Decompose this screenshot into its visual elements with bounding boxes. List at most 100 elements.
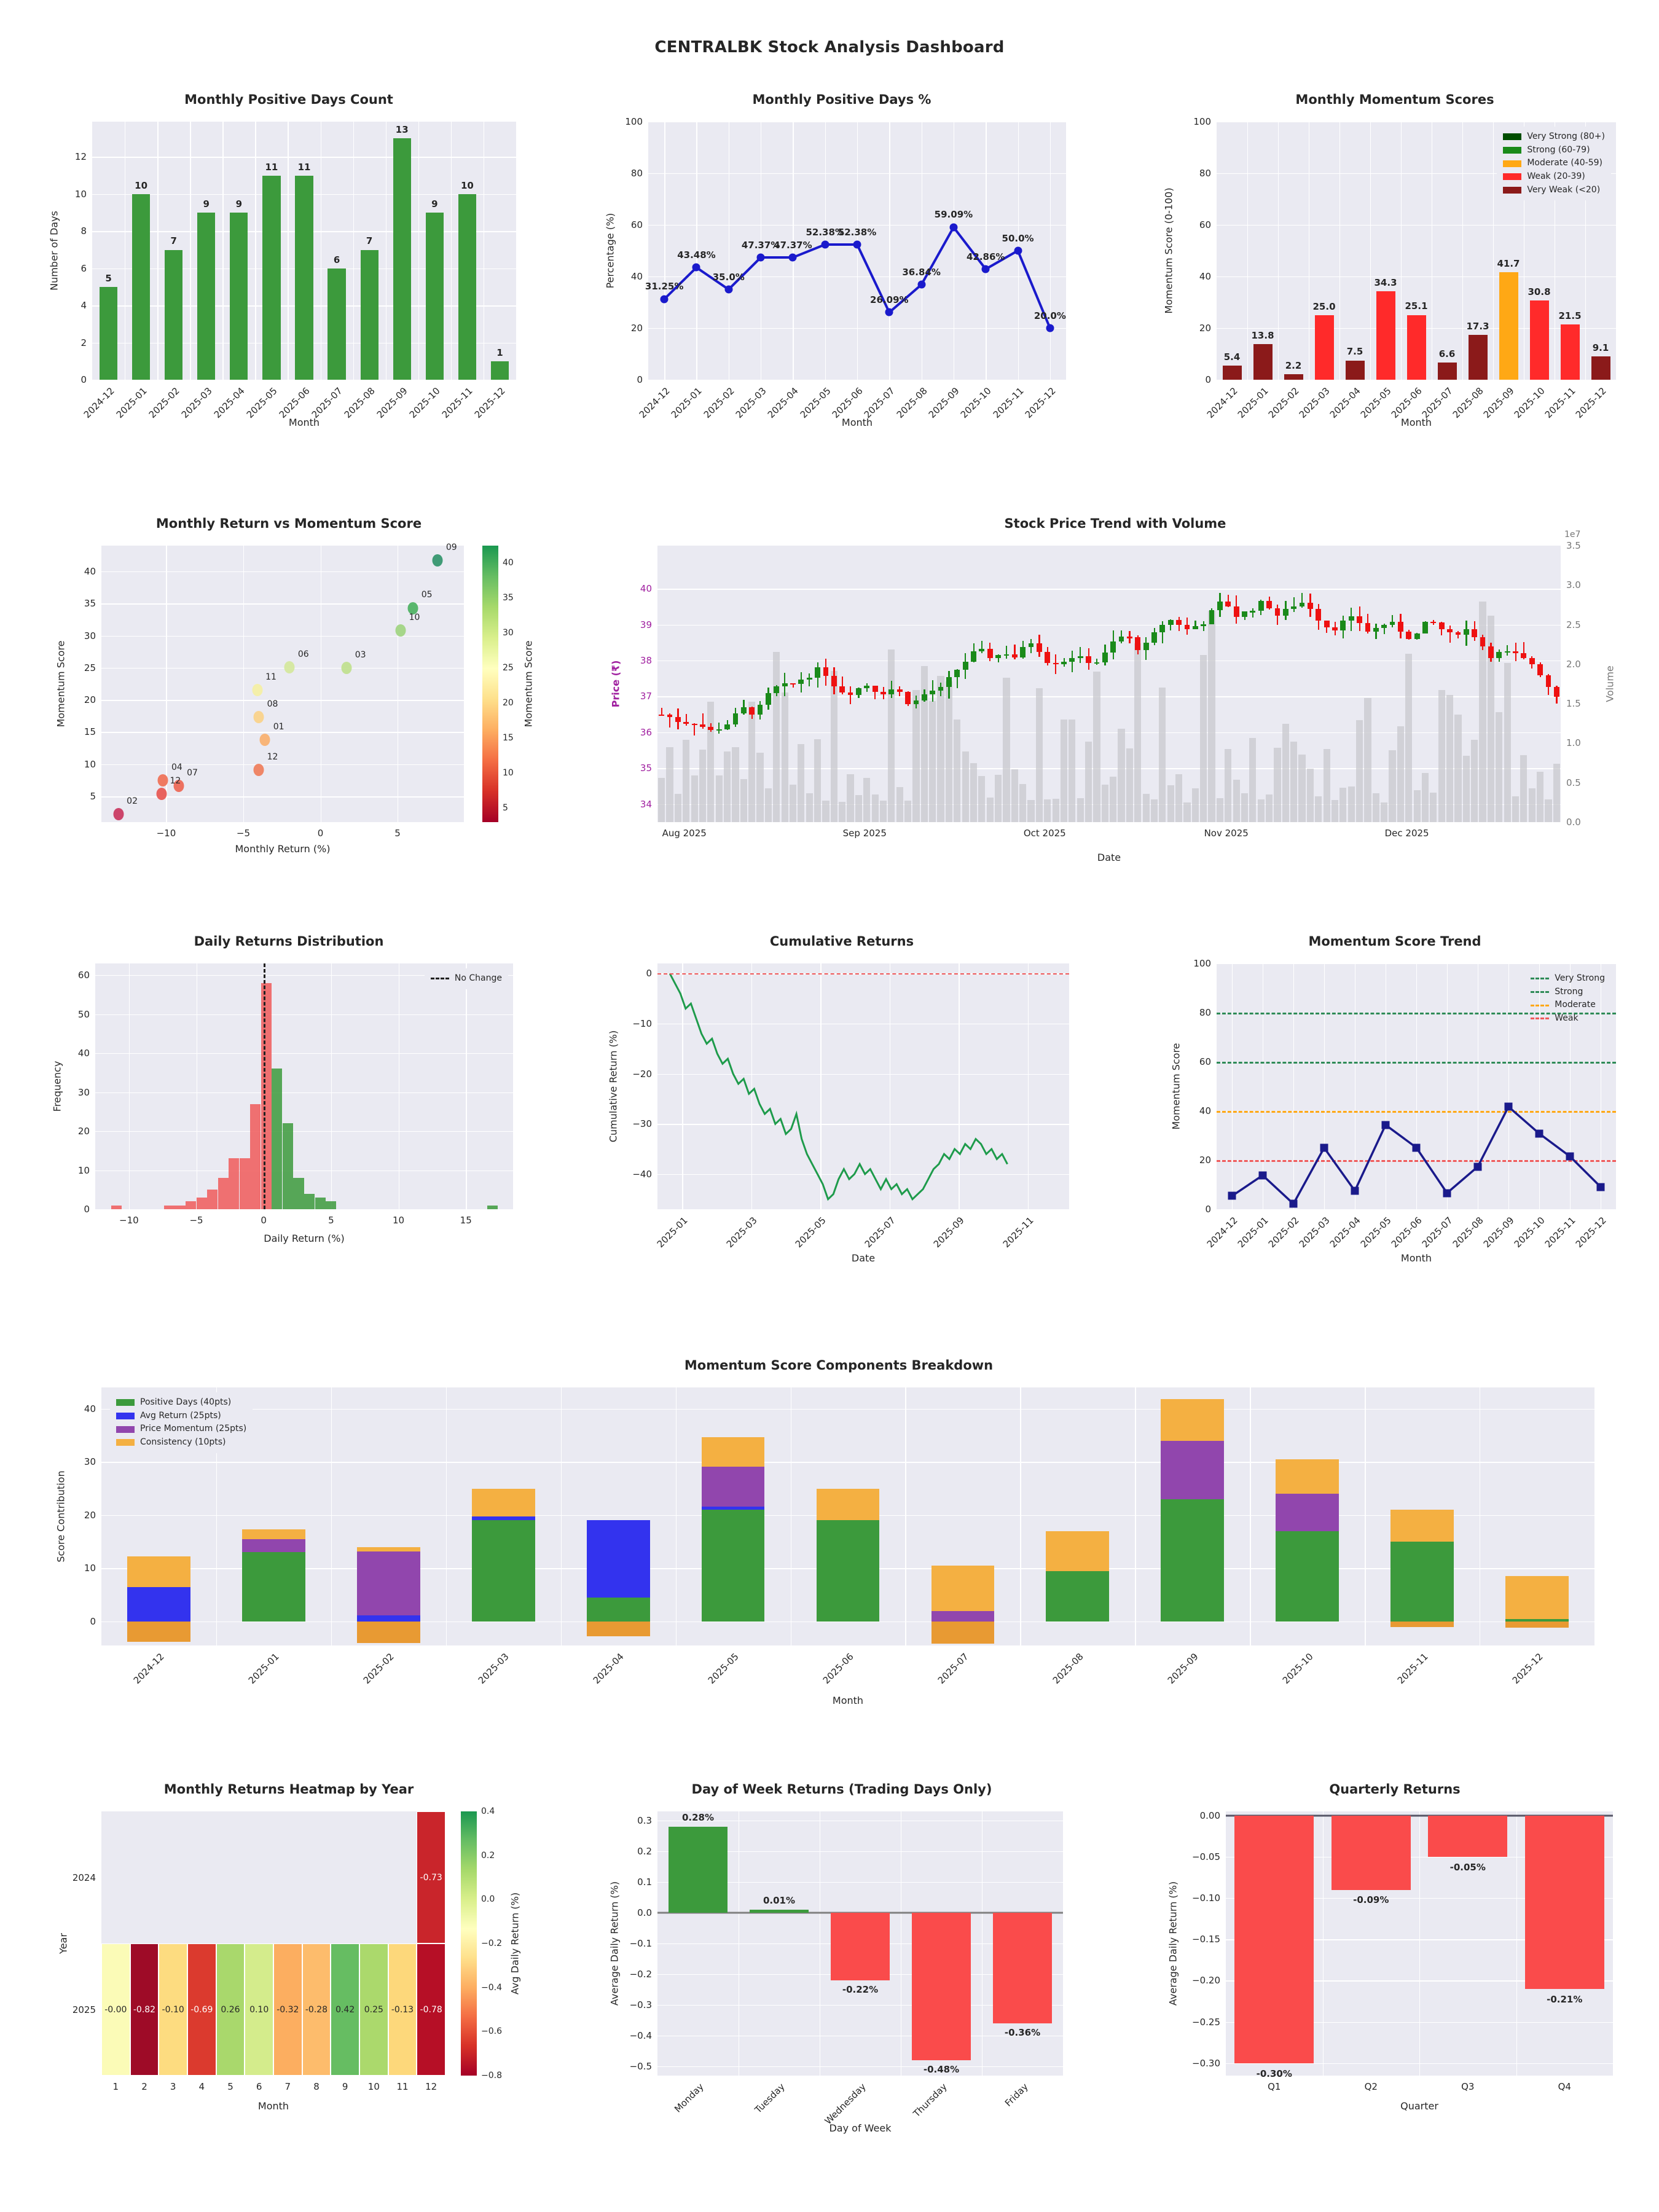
data-point <box>692 263 700 272</box>
candle-body <box>1307 603 1313 610</box>
stacked-bar-segment <box>1276 1531 1339 1622</box>
gridline-v <box>1370 122 1371 380</box>
y-axis-label: Momentum Score (0-100) <box>1163 187 1175 314</box>
data-point-label: 42.86% <box>966 251 1005 262</box>
y-axis-tick: −0.05 <box>1192 1851 1220 1862</box>
legend-item: Very Strong (80+) <box>1503 130 1605 144</box>
candle-body <box>930 691 936 694</box>
gridline-v <box>664 122 665 380</box>
scatter-point <box>253 711 264 724</box>
colorbar-tick: 35 <box>503 593 514 603</box>
chart-momentum-scores: Monthly Momentum Scores 0 20 40 60 80 100 2024-… <box>1149 92 1641 436</box>
bar-value-label: 25.0 <box>1312 300 1336 312</box>
heatmap-cell: -0.32 <box>273 1943 302 2076</box>
plot-momentum-trend: 0 20 40 60 80 100 2024-12 2025-01 2025-02 2025-03… <box>1193 958 1616 1250</box>
volume-bar <box>789 785 797 822</box>
threshold-line <box>1217 1111 1616 1113</box>
histogram-bar <box>304 1193 315 1209</box>
candle-body <box>880 692 886 695</box>
scatter-point <box>173 780 184 793</box>
zero-line <box>657 973 1069 975</box>
y-axis-tick: 38 <box>640 655 652 666</box>
candle-body <box>938 687 944 691</box>
scatter-point <box>252 684 263 697</box>
volume-bar <box>1512 796 1520 822</box>
plot-dow-returns: 0.3 0.2 0.1 0.0 −0.1 −0.2 −0.3 −0.4 −0.5 Monday Tu… <box>630 1811 1064 2127</box>
x-axis-tick: −5 <box>236 828 251 839</box>
y-axis-tick: 35 <box>640 763 652 774</box>
candle-body <box>1324 621 1330 628</box>
y-axis-tick: 0 <box>646 968 652 979</box>
gridline-v <box>675 1387 677 1645</box>
x-axis-tick: 2025-01 <box>1235 385 1271 421</box>
bar-value-label: 9 <box>431 198 438 210</box>
scatter-point <box>253 764 264 777</box>
x-axis-tick: 2025-07 <box>935 1651 971 1687</box>
gridline-v <box>418 122 420 380</box>
bar <box>1222 366 1242 380</box>
legend-label: Consistency (10pts) <box>140 1437 226 1448</box>
stacked-bar-segment <box>1161 1499 1225 1622</box>
y-axis-tick: 20 <box>84 694 96 706</box>
candle-body <box>1184 625 1190 630</box>
heatmap-cell: 0.26 <box>216 1943 245 2076</box>
stacked-bar-segment <box>1161 1399 1225 1441</box>
plot-cumulative-returns: 0 −10 −20 −30 −40 2025-01 2025-03 2025-05 2025-0… <box>632 963 1069 1250</box>
x-axis-tick: 2025-05 <box>705 1651 741 1687</box>
colorbar-tick: 25 <box>503 663 514 673</box>
stacked-bar-segment <box>701 1510 765 1622</box>
bar <box>1376 291 1395 380</box>
y-axis-tick: −0.20 <box>1192 1975 1220 1986</box>
stacked-bar-segment <box>127 1556 190 1587</box>
scatter-point-label: 05 <box>421 590 433 600</box>
volume-axis-tick: 1.0 <box>1566 737 1581 749</box>
x-axis-tick: 2025-11 <box>1000 1215 1036 1250</box>
scatter-point <box>157 774 168 786</box>
gridline-h <box>657 1073 1069 1075</box>
volume-axis-tick: 0.0 <box>1566 817 1581 828</box>
gridline-v <box>825 122 826 380</box>
x-axis-tick: 2025-12 <box>1022 385 1058 421</box>
chart-title-monthly-heatmap: Monthly Returns Heatmap by Year <box>163 1782 414 1797</box>
gridline-h <box>657 1882 1063 1883</box>
volume-bar <box>1496 712 1503 822</box>
y-axis-tick: 6 <box>80 262 87 274</box>
data-point <box>981 265 990 273</box>
gridline-v <box>751 963 753 1209</box>
x-axis-tick: 2 <box>141 2081 147 2092</box>
gridline-v <box>222 122 224 380</box>
histogram-bar <box>326 1201 337 1209</box>
bar <box>262 175 281 380</box>
stacked-bar-segment <box>931 1610 995 1622</box>
gridline-h <box>657 624 1561 626</box>
volume-bar <box>748 701 756 822</box>
x-axis-tick: 2025-03 <box>1296 1215 1332 1250</box>
bar-value-label: 5.4 <box>1223 351 1241 363</box>
data-point-label: 36.84% <box>902 266 941 278</box>
y-axis-label: Score Contribution <box>55 1470 67 1563</box>
gridline-v <box>1322 1811 1324 2076</box>
data-point-label: 43.48% <box>677 249 716 261</box>
colorbar-tick: 15 <box>503 733 514 743</box>
candle-body <box>995 654 1001 658</box>
volume-bar <box>1167 785 1174 822</box>
candle-body <box>1545 675 1551 687</box>
bar-value-label: 6.6 <box>1438 348 1456 360</box>
plot-positive-days-pct: 0 20 40 60 80 100 2024-12 2025-01 2025-02 2025-03… <box>625 116 1066 420</box>
bar-value-label: 17.3 <box>1466 321 1489 332</box>
legend-swatch <box>1503 147 1522 154</box>
candle-wick <box>809 673 810 687</box>
stacked-bar-negative <box>1505 1622 1569 1628</box>
candle-wick <box>1301 592 1303 608</box>
x-axis-tick: 5 <box>328 1215 334 1226</box>
chart-components-breakdown: Momentum Score Components Breakdown 0 10 20… <box>37 1358 1641 1739</box>
legend-swatch <box>116 1413 135 1420</box>
heatmap-cell: -0.28 <box>302 1943 331 2076</box>
candle-wick <box>1252 608 1254 618</box>
x-axis-tick: 2024-12 <box>131 1651 167 1687</box>
candle-wick <box>1096 658 1098 665</box>
volume-bar <box>707 702 715 822</box>
heatmap-colorbar: 0.4 0.2 0.0 −0.2 −0.4 −0.6 −0.8 <box>461 1806 502 2081</box>
volume-bar <box>970 763 978 822</box>
y-axis-tick: −40 <box>632 1168 652 1180</box>
